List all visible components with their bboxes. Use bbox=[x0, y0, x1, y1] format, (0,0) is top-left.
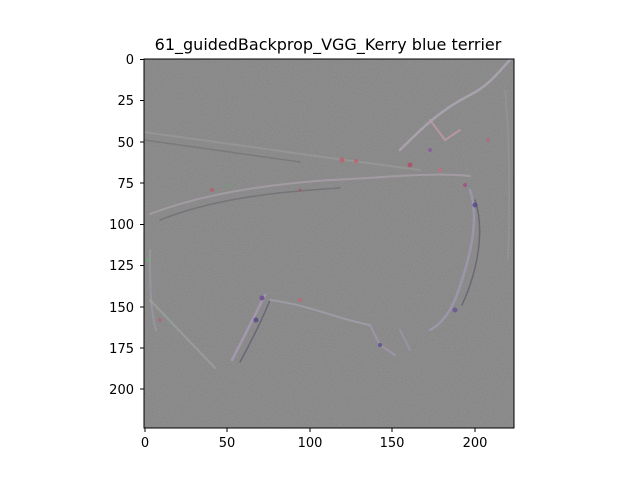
x-tick-label: 150 bbox=[380, 436, 405, 451]
x-tick-label: 50 bbox=[219, 436, 236, 451]
y-axis: 0 25 50 75 100 125 150 175 200 bbox=[109, 53, 144, 398]
x-tick-label: 200 bbox=[463, 436, 488, 451]
axes-frame bbox=[143, 58, 515, 429]
x-tick-label: 0 bbox=[141, 436, 149, 451]
y-tick-label: 125 bbox=[109, 259, 134, 274]
y-tick-label: 75 bbox=[117, 177, 134, 192]
y-tick-label: 50 bbox=[117, 136, 134, 151]
chart-title: 61_guidedBackprop_VGG_Kerry blue terrier bbox=[155, 35, 502, 55]
y-tick-label: 150 bbox=[109, 301, 134, 316]
y-tick-label: 25 bbox=[117, 94, 134, 109]
x-axis: 0 50 100 150 200 bbox=[141, 428, 488, 451]
y-tick-label: 175 bbox=[109, 342, 134, 357]
y-tick-label: 0 bbox=[126, 53, 134, 68]
y-tick-label: 100 bbox=[109, 218, 134, 233]
y-tick-label: 200 bbox=[109, 383, 134, 398]
saliency-image bbox=[144, 59, 514, 428]
x-tick-label: 100 bbox=[298, 436, 323, 451]
